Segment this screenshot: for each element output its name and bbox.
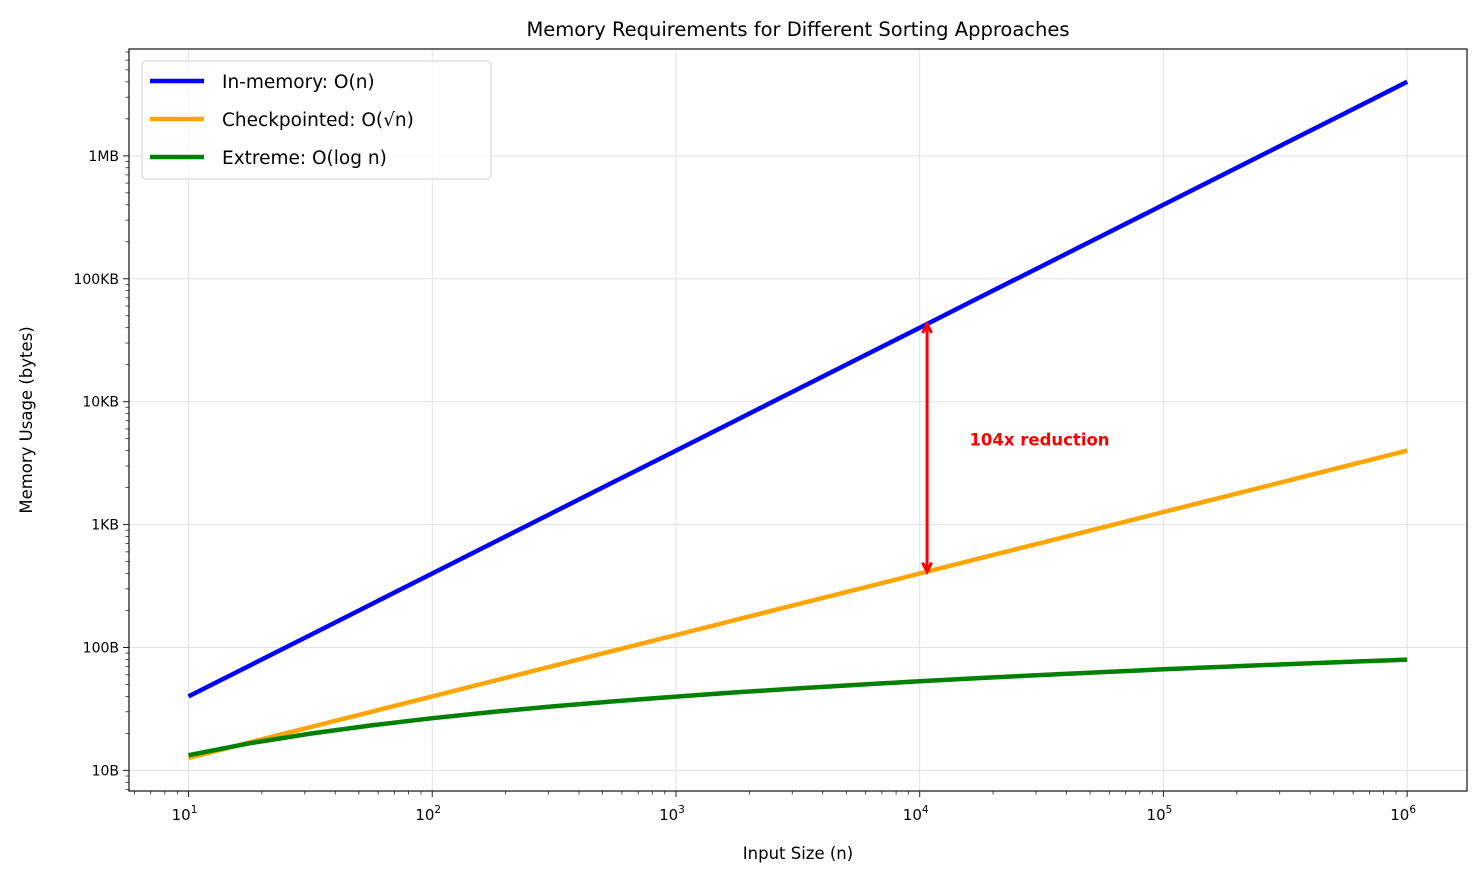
legend-box <box>141 60 492 180</box>
annotation: 104x reduction <box>921 320 1110 576</box>
y-tick-label: 100KB <box>73 272 119 288</box>
arrow-head-top <box>921 320 933 334</box>
series-lines <box>187 79 1409 761</box>
y-axis-label: Memory Usage (bytes) <box>17 326 36 513</box>
series-line <box>188 657 1408 758</box>
plot-frame <box>128 48 1468 792</box>
series-line <box>187 448 1408 761</box>
legend-label: Extreme: O(log n) <box>222 148 387 169</box>
arrow-head-bottom <box>921 561 933 576</box>
legend-label: In-memory: O(n) <box>222 72 375 93</box>
y-tick-label: 100B <box>83 640 119 656</box>
axis-ticks: 101 102 103 104 105 106 10B 100B 1KB 10KB 100KB 1MB <box>73 51 1416 824</box>
chart-title: Memory Requirements for Different Sortin… <box>526 18 1069 41</box>
x-tick-label: 103 <box>659 804 685 824</box>
series-line <box>187 79 1409 699</box>
x-tick-label: 102 <box>415 804 441 824</box>
y-tick-label: 10B <box>92 763 119 779</box>
y-tick-label: 1MB <box>88 149 119 165</box>
x-tick-label: 105 <box>1147 804 1173 824</box>
y-tick-label: 10KB <box>82 395 119 411</box>
x-axis-label: Input Size (n) <box>743 844 853 863</box>
y-tick-label: 1KB <box>91 518 119 534</box>
x-tick-label: 101 <box>172 804 198 824</box>
legend: In-memory: O(n) Checkpointed: O(√n) Extrem… <box>141 60 492 180</box>
x-tick-label: 104 <box>903 804 929 824</box>
reduction-label: 104x reduction <box>969 430 1109 449</box>
x-tick-label: 106 <box>1390 804 1416 824</box>
legend-label: Checkpointed: O(√n) <box>222 110 414 131</box>
